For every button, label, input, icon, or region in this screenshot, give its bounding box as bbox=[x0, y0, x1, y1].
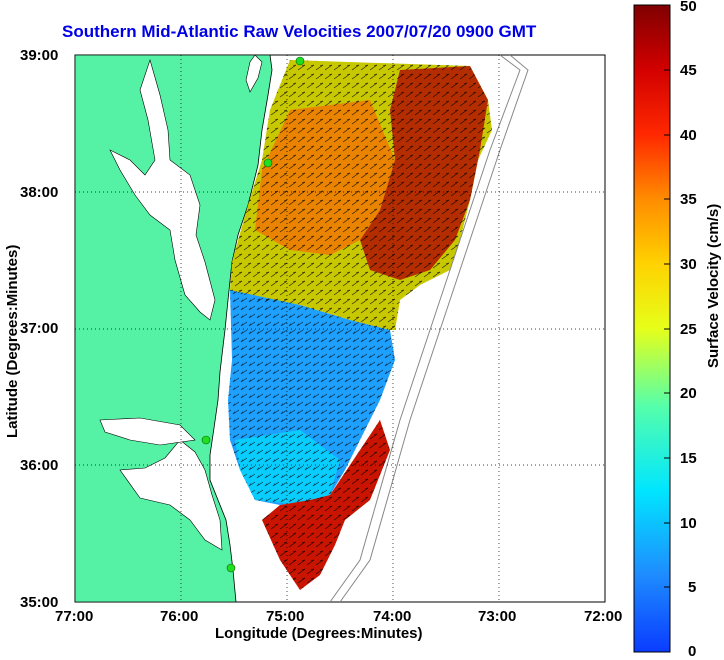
station-marker bbox=[226, 563, 236, 573]
x-tick-label: 72:00 bbox=[584, 608, 623, 625]
y-tick-label: 36:00 bbox=[20, 457, 59, 474]
colorbar-tick-label: 15 bbox=[680, 450, 697, 467]
colorbar-tick-label: 25 bbox=[680, 321, 697, 338]
grid-lines bbox=[75, 55, 605, 602]
x-tick-label: 73:00 bbox=[478, 608, 517, 625]
station-marker bbox=[201, 435, 211, 445]
delaware-bay bbox=[245, 55, 263, 93]
colorbar-tick-label: 20 bbox=[680, 385, 697, 402]
x-tick-label: 77:00 bbox=[55, 608, 94, 625]
pamlico-sound bbox=[119, 439, 223, 551]
y-tick-label: 37:00 bbox=[20, 320, 59, 337]
y-tick-label: 38:00 bbox=[20, 184, 59, 201]
x-tick-label: 76:00 bbox=[160, 608, 199, 625]
colorbar-tick-label: 35 bbox=[680, 191, 697, 208]
albemarle-sound bbox=[99, 417, 196, 446]
x-tick-label: 75:00 bbox=[266, 608, 305, 625]
x-axis-label: Longitude (Degrees:Minutes) bbox=[215, 625, 423, 642]
map-title: Southern Mid-Atlantic Raw Velocities 200… bbox=[62, 22, 537, 41]
colorbar-tick-label: 10 bbox=[680, 515, 697, 532]
colorbar-tick-label: 50 bbox=[680, 0, 697, 15]
station-marker bbox=[263, 158, 273, 168]
colorbar-tick-label: 0 bbox=[688, 643, 697, 660]
colorbar-tick-label: 45 bbox=[680, 62, 697, 79]
land-mass bbox=[75, 55, 273, 602]
station-marker bbox=[295, 56, 305, 66]
colorbar-label: Surface Velocity (cm/s) bbox=[705, 203, 722, 368]
x-tick-label: 74:00 bbox=[373, 608, 412, 625]
y-axis-label: Latitude (Degrees:Minutes) bbox=[4, 244, 21, 438]
colorbar-tick-label: 30 bbox=[680, 256, 697, 273]
colorbar-tick-label: 40 bbox=[680, 127, 697, 144]
y-tick-label: 39:00 bbox=[20, 47, 59, 64]
colorbar-tick-label: 5 bbox=[688, 579, 697, 596]
y-tick-label: 35:00 bbox=[20, 594, 59, 611]
chesapeake-bay bbox=[109, 58, 216, 321]
